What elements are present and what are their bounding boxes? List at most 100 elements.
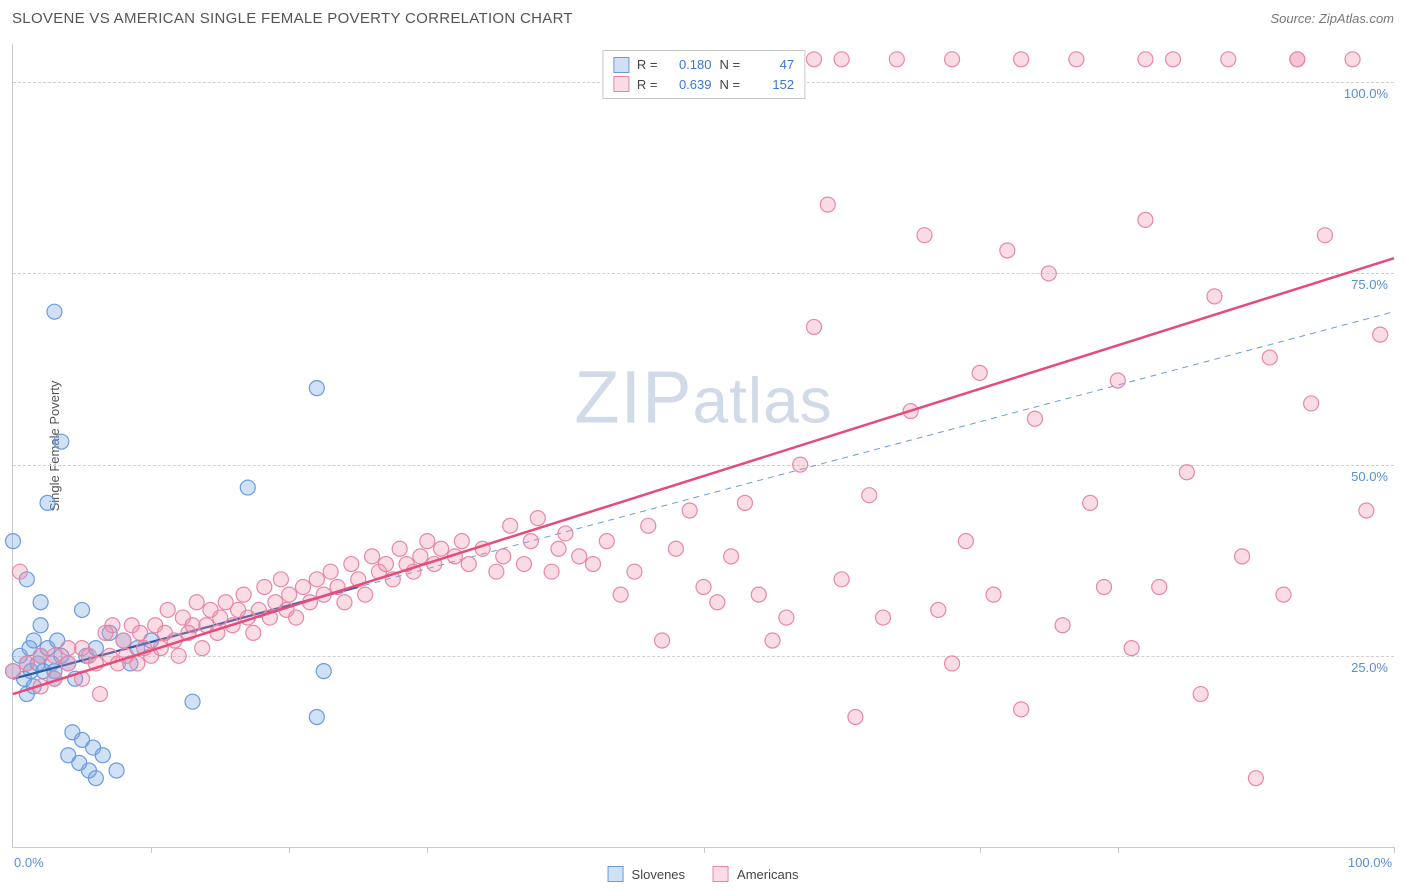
r-value-slovenes: 0.180	[666, 55, 712, 75]
data-point-americans	[189, 595, 204, 610]
data-point-slovenes	[88, 771, 103, 786]
data-point-americans	[1027, 411, 1042, 426]
data-point-americans	[195, 641, 210, 656]
data-point-americans	[1110, 373, 1125, 388]
swatch-slovenes	[613, 57, 629, 73]
data-point-americans	[1317, 228, 1332, 243]
data-point-americans	[1138, 52, 1153, 67]
data-point-slovenes	[309, 709, 324, 724]
data-point-americans	[133, 625, 148, 640]
data-point-americans	[530, 511, 545, 526]
data-point-americans	[19, 656, 34, 671]
data-point-americans	[47, 648, 62, 663]
data-point-slovenes	[33, 618, 48, 633]
data-point-americans	[876, 610, 891, 625]
data-point-americans	[1373, 327, 1388, 342]
data-point-americans	[945, 656, 960, 671]
data-point-americans	[413, 549, 428, 564]
r-value-americans: 0.639	[666, 75, 712, 95]
data-point-americans	[820, 197, 835, 212]
data-point-americans	[544, 564, 559, 579]
data-point-americans	[309, 572, 324, 587]
data-point-americans	[12, 564, 27, 579]
data-point-americans	[1055, 618, 1070, 633]
swatch-americans	[613, 76, 629, 92]
data-point-americans	[1290, 52, 1305, 67]
data-point-americans	[862, 488, 877, 503]
data-point-americans	[1276, 587, 1291, 602]
data-point-americans	[986, 587, 1001, 602]
data-point-americans	[806, 52, 821, 67]
data-point-americans	[1359, 503, 1374, 518]
data-point-americans	[793, 457, 808, 472]
data-point-slovenes	[6, 534, 21, 549]
data-point-americans	[282, 587, 297, 602]
data-point-americans	[613, 587, 628, 602]
data-point-americans	[958, 534, 973, 549]
data-point-americans	[668, 541, 683, 556]
x-axis-max-label: 100.0%	[1348, 855, 1392, 870]
data-point-americans	[945, 52, 960, 67]
data-point-slovenes	[316, 664, 331, 679]
data-point-slovenes	[185, 694, 200, 709]
data-point-americans	[61, 656, 76, 671]
data-point-americans	[1041, 266, 1056, 281]
data-point-slovenes	[33, 595, 48, 610]
data-point-americans	[1152, 579, 1167, 594]
n-value-americans: 152	[748, 75, 794, 95]
chart-title: SLOVENE VS AMERICAN SINGLE FEMALE POVERT…	[12, 10, 573, 27]
data-point-americans	[130, 656, 145, 671]
data-point-americans	[236, 587, 251, 602]
data-point-americans	[496, 549, 511, 564]
data-point-americans	[889, 52, 904, 67]
data-point-americans	[1235, 549, 1250, 564]
data-point-americans	[323, 564, 338, 579]
data-point-americans	[641, 518, 656, 533]
data-point-slovenes	[309, 381, 324, 396]
data-point-americans	[1014, 702, 1029, 717]
data-point-americans	[1166, 52, 1181, 67]
data-point-americans	[461, 557, 476, 572]
data-point-americans	[337, 595, 352, 610]
data-point-americans	[1179, 465, 1194, 480]
correlation-legend: R = 0.180 N = 47 R = 0.639 N = 152	[602, 50, 805, 99]
data-point-americans	[806, 319, 821, 334]
data-point-americans	[1262, 350, 1277, 365]
data-point-americans	[344, 557, 359, 572]
data-point-americans	[160, 602, 175, 617]
data-point-americans	[523, 534, 538, 549]
data-point-americans	[834, 52, 849, 67]
legend-item-americans: Americans	[713, 866, 798, 882]
data-point-slovenes	[240, 480, 255, 495]
data-point-slovenes	[47, 304, 62, 319]
data-point-slovenes	[75, 602, 90, 617]
data-point-americans	[1304, 396, 1319, 411]
data-point-americans	[61, 641, 76, 656]
series-legend: Slovenes Americans	[608, 866, 799, 882]
scatter-svg	[13, 44, 1394, 847]
data-point-americans	[1248, 771, 1263, 786]
data-point-americans	[454, 534, 469, 549]
data-point-americans	[257, 579, 272, 594]
data-point-americans	[33, 648, 48, 663]
data-point-americans	[1138, 212, 1153, 227]
data-point-americans	[93, 687, 108, 702]
data-point-americans	[710, 595, 725, 610]
data-point-americans	[779, 610, 794, 625]
chart-plot-area: Single Female Poverty 25.0%50.0%75.0%100…	[12, 44, 1394, 848]
data-point-americans	[516, 557, 531, 572]
data-point-americans	[751, 587, 766, 602]
data-point-americans	[1193, 687, 1208, 702]
data-point-americans	[972, 365, 987, 380]
data-point-americans	[246, 625, 261, 640]
data-point-americans	[1014, 52, 1029, 67]
data-point-americans	[696, 579, 711, 594]
data-point-americans	[296, 579, 311, 594]
data-point-americans	[724, 549, 739, 564]
data-point-americans	[185, 618, 200, 633]
data-point-americans	[116, 633, 131, 648]
chart-source: Source: ZipAtlas.com	[1270, 11, 1394, 26]
data-point-americans	[572, 549, 587, 564]
data-point-americans	[558, 526, 573, 541]
legend-item-slovenes: Slovenes	[608, 866, 685, 882]
